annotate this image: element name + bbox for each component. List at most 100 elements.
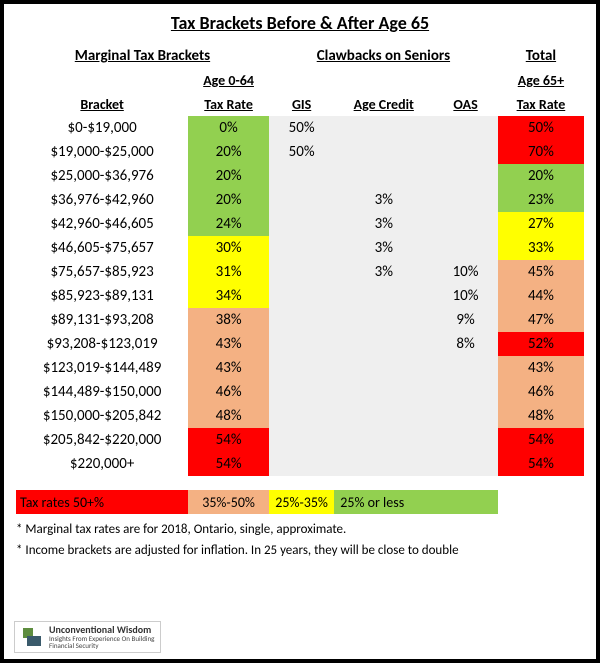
oas-cell — [433, 380, 498, 404]
legend-35-50: 35%-50% — [188, 490, 269, 514]
total-cell: 47% — [498, 308, 584, 332]
oas-cell — [433, 428, 498, 452]
agecredit-cell — [334, 332, 433, 356]
total-cell: 48% — [498, 404, 584, 428]
total-cell: 20% — [498, 164, 584, 188]
table-row: $46,605-$75,65730%3%33% — [16, 236, 584, 260]
table-row: $123,019-$144,48943%43% — [16, 356, 584, 380]
bracket-label: $36,976-$42,960 — [16, 188, 188, 212]
agecredit-cell — [334, 356, 433, 380]
gis-cell — [269, 308, 334, 332]
total-cell: 43% — [498, 356, 584, 380]
bracket-label: $25,000-$36,976 — [16, 164, 188, 188]
table-row: $42,960-$46,60524%3%27% — [16, 212, 584, 236]
gis-cell — [269, 236, 334, 260]
table-row: $0-$19,0000%50%50% — [16, 116, 584, 140]
agecredit-cell — [334, 140, 433, 164]
total-cell: 27% — [498, 212, 584, 236]
oas-cell — [433, 188, 498, 212]
bracket-label: $89,131-$93,208 — [16, 308, 188, 332]
agecredit-cell — [334, 452, 433, 476]
oas-cell: 10% — [433, 284, 498, 308]
rate-cell: 48% — [188, 404, 269, 428]
table-row: $36,976-$42,96020%3%23% — [16, 188, 584, 212]
rate-cell: 43% — [188, 356, 269, 380]
hdr-agecredit: Age Credit — [334, 92, 433, 116]
hdr-gis: GIS — [269, 92, 334, 116]
legend-25-35: 25%-35% — [269, 490, 334, 514]
bracket-label: $205,842-$220,000 — [16, 428, 188, 452]
table-row: $89,131-$93,20838%9%47% — [16, 308, 584, 332]
agecredit-cell — [334, 428, 433, 452]
oas-cell: 8% — [433, 332, 498, 356]
table-row: $150,000-$205,84248%48% — [16, 404, 584, 428]
oas-cell — [433, 452, 498, 476]
oas-cell — [433, 356, 498, 380]
table-row: $25,000-$36,97620%20% — [16, 164, 584, 188]
legend-label: Tax rates 50+% — [16, 490, 188, 514]
rate-cell: 43% — [188, 332, 269, 356]
oas-cell — [433, 164, 498, 188]
bracket-label: $85,923-$89,131 — [16, 284, 188, 308]
gis-cell — [269, 404, 334, 428]
hdr-total: Total — [498, 44, 584, 68]
gis-cell — [269, 284, 334, 308]
age-header-row: Age 0-64 Age 65+ — [16, 68, 584, 92]
agecredit-cell — [334, 116, 433, 140]
page-frame: Tax Brackets Before & After Age 65 Margi… — [0, 0, 600, 663]
bracket-label: $220,000+ — [16, 452, 188, 476]
hdr-marginal: Marginal Tax Brackets — [16, 44, 269, 68]
rate-cell: 0% — [188, 116, 269, 140]
bracket-label: $150,000-$205,842 — [16, 404, 188, 428]
gis-cell — [269, 380, 334, 404]
bracket-label: $123,019-$144,489 — [16, 356, 188, 380]
total-cell: 54% — [498, 452, 584, 476]
table-row: $144,489-$150,00046%46% — [16, 380, 584, 404]
total-cell: 46% — [498, 380, 584, 404]
logo: Unconventional Wisdom Insights From Expe… — [14, 621, 161, 653]
bracket-label: $0-$19,000 — [16, 116, 188, 140]
hdr-age65: Age 65+ — [498, 68, 584, 92]
rate-cell: 34% — [188, 284, 269, 308]
logo-mark-icon — [21, 626, 43, 648]
logo-tagline: Insights From Experience On Building Fin… — [49, 635, 154, 650]
footnote-2: * Income brackets are adjusted for infla… — [16, 541, 584, 562]
agecredit-cell: 3% — [334, 188, 433, 212]
gis-cell — [269, 356, 334, 380]
bracket-label: $93,208-$123,019 — [16, 332, 188, 356]
page-title: Tax Brackets Before & After Age 65 — [16, 12, 584, 34]
table-row: $205,842-$220,00054%54% — [16, 428, 584, 452]
logo-text: Unconventional Wisdom Insights From Expe… — [49, 624, 154, 650]
table-row: $220,000+54%54% — [16, 452, 584, 476]
hdr-age064: Age 0-64 — [188, 68, 269, 92]
rate-cell: 20% — [188, 164, 269, 188]
gis-cell — [269, 260, 334, 284]
tax-table: Marginal Tax Brackets Clawbacks on Senio… — [16, 44, 584, 514]
rate-cell: 20% — [188, 140, 269, 164]
bracket-label: $42,960-$46,605 — [16, 212, 188, 236]
spacer-row — [16, 476, 584, 490]
oas-cell — [433, 404, 498, 428]
rate-cell: 38% — [188, 308, 269, 332]
gis-cell — [269, 452, 334, 476]
total-cell: 54% — [498, 428, 584, 452]
gis-cell — [269, 428, 334, 452]
agecredit-cell: 3% — [334, 260, 433, 284]
agecredit-cell — [334, 308, 433, 332]
legend-row: Tax rates 50+% 35%-50% 25%-35% 25% or le… — [16, 490, 584, 514]
legend-25-less: 25% or less — [334, 490, 498, 514]
total-cell: 52% — [498, 332, 584, 356]
total-cell: 50% — [498, 116, 584, 140]
total-cell: 23% — [498, 188, 584, 212]
gis-cell: 50% — [269, 140, 334, 164]
agecredit-cell — [334, 164, 433, 188]
table-row: $75,657-$85,92331%3%10%45% — [16, 260, 584, 284]
oas-cell: 10% — [433, 260, 498, 284]
table-row: $19,000-$25,00020%50%70% — [16, 140, 584, 164]
gis-cell: 50% — [269, 116, 334, 140]
footnote-1: * Marginal tax rates are for 2018, Ontar… — [16, 520, 584, 541]
oas-cell — [433, 116, 498, 140]
footnotes: * Marginal tax rates are for 2018, Ontar… — [16, 520, 584, 562]
gis-cell — [269, 164, 334, 188]
bracket-label: $19,000-$25,000 — [16, 140, 188, 164]
